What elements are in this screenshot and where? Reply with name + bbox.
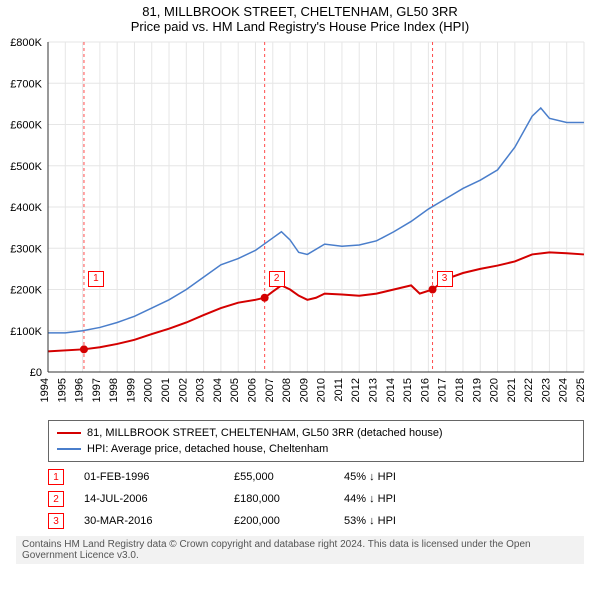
x-tick-label: 2024	[558, 378, 570, 402]
x-tick-label: 1996	[74, 378, 86, 402]
x-tick-label: 1995	[56, 378, 68, 402]
legend-label: HPI: Average price, detached house, Chel…	[87, 443, 328, 455]
x-tick-label: 1999	[125, 378, 137, 402]
y-tick-label: £300K	[10, 243, 42, 255]
title-main: 81, MILLBROOK STREET, CHELTENHAM, GL50 3…	[0, 4, 600, 19]
x-tick-label: 2019	[471, 378, 483, 402]
x-tick-label: 2020	[489, 378, 501, 402]
footer-note: Contains HM Land Registry data © Crown c…	[16, 536, 584, 564]
event-diff: 44% ↓ HPI	[344, 493, 396, 505]
x-tick-label: 2021	[506, 378, 518, 402]
x-tick-label: 2023	[540, 378, 552, 402]
event-price: £55,000	[234, 471, 344, 483]
y-tick-label: £0	[30, 367, 42, 379]
x-tick-label: 1994	[39, 378, 51, 402]
x-tick-label: 2003	[195, 378, 207, 402]
x-tick-label: 2017	[437, 378, 449, 402]
series-marker	[261, 294, 269, 302]
legend-row: HPI: Average price, detached house, Chel…	[57, 441, 575, 457]
legend-swatch	[57, 432, 81, 434]
event-row: 3 30-MAR-2016£200,00053% ↓ HPI	[48, 510, 584, 532]
footer-text: Contains HM Land Registry data © Crown c…	[22, 539, 531, 561]
event-date: 01-FEB-1996	[84, 471, 234, 483]
event-diff: 53% ↓ HPI	[344, 515, 396, 527]
legend-row: 81, MILLBROOK STREET, CHELTENHAM, GL50 3…	[57, 425, 575, 441]
x-tick-label: 1997	[91, 378, 103, 402]
x-tick-label: 2011	[333, 378, 345, 402]
event-price: £180,000	[234, 493, 344, 505]
event-date: 30-MAR-2016	[84, 515, 234, 527]
event-marker-box: 3	[437, 271, 453, 287]
legend-label: 81, MILLBROOK STREET, CHELTENHAM, GL50 3…	[87, 427, 443, 439]
y-tick-label: £800K	[10, 37, 42, 49]
y-tick-label: £500K	[10, 161, 42, 173]
event-row: 1 01-FEB-1996£55,00045% ↓ HPI	[48, 466, 584, 488]
events-table: 1 01-FEB-1996£55,00045% ↓ HPI 2 14-JUL-2006…	[48, 466, 584, 532]
event-marker: 2	[48, 491, 64, 507]
x-tick-label: 2009	[298, 378, 310, 402]
chart-svg: £0 £100K £200K £300K £400K £500K £600K £700K £80…	[0, 36, 600, 416]
x-tick-label: 2000	[143, 378, 155, 402]
title-sub: Price paid vs. HM Land Registry's House …	[0, 19, 600, 34]
y-tick-label: £100K	[10, 326, 42, 338]
event-marker-box: 2	[269, 271, 285, 287]
x-tick-label: 2014	[385, 378, 397, 402]
event-marker-box: 1	[88, 271, 104, 287]
event-marker: 1	[48, 469, 64, 485]
y-tick-label: £600K	[10, 120, 42, 132]
legend-swatch	[57, 448, 81, 450]
x-tick-label: 2010	[316, 378, 328, 402]
legend-box: 81, MILLBROOK STREET, CHELTENHAM, GL50 3…	[48, 420, 584, 462]
x-tick-label: 2006	[246, 378, 258, 402]
series-marker	[80, 345, 88, 353]
x-tick-label: 2013	[368, 378, 380, 402]
y-tick-label: £400K	[10, 202, 42, 214]
x-tick-label: 2012	[350, 378, 362, 402]
event-row: 2 14-JUL-2006£180,00044% ↓ HPI	[48, 488, 584, 510]
x-tick-label: 2015	[402, 378, 414, 402]
x-tick-label: 2007	[264, 378, 276, 402]
x-tick-label: 2016	[419, 378, 431, 402]
x-tick-label: 2001	[160, 378, 172, 402]
x-tick-label: 2025	[575, 378, 587, 402]
page-container: 81, MILLBROOK STREET, CHELTENHAM, GL50 3…	[0, 0, 600, 564]
x-tick-label: 2022	[523, 378, 535, 402]
x-tick-label: 2018	[454, 378, 466, 402]
series-marker	[429, 286, 437, 294]
x-tick-label: 2004	[212, 378, 224, 402]
event-price: £200,000	[234, 515, 344, 527]
x-tick-label: 2002	[177, 378, 189, 402]
chart-titles: 81, MILLBROOK STREET, CHELTENHAM, GL50 3…	[0, 0, 600, 36]
x-tick-label: 1998	[108, 378, 120, 402]
y-tick-label: £700K	[10, 78, 42, 90]
x-tick-label: 2005	[229, 378, 241, 402]
event-date: 14-JUL-2006	[84, 493, 234, 505]
chart-area: £0 £100K £200K £300K £400K £500K £600K £700K £80…	[0, 36, 600, 416]
event-marker: 3	[48, 513, 64, 529]
y-tick-label: £200K	[10, 285, 42, 297]
x-tick-label: 2008	[281, 378, 293, 402]
event-diff: 45% ↓ HPI	[344, 471, 396, 483]
